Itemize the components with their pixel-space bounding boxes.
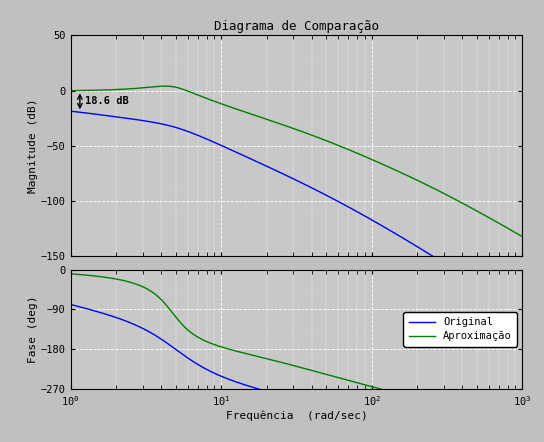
Text: 18.6 dB: 18.6 dB [85, 96, 128, 107]
Aproximação [519, 418, 526, 423]
Aproximação [260, 355, 267, 361]
X-axis label: Frequência  (rad/sec): Frequência (rad/sec) [226, 411, 367, 421]
Aproximação [510, 416, 517, 422]
Line: Aproximação: Aproximação [71, 274, 522, 420]
Y-axis label: Magnitude (dB): Magnitude (dB) [28, 99, 38, 193]
Original [119, 317, 126, 322]
Aproximação [146, 287, 152, 293]
Original [146, 329, 152, 334]
Original [240, 382, 247, 387]
Original [67, 302, 74, 307]
Legend: Original, Aproximação: Original, Aproximação [404, 312, 517, 347]
Aproximação [240, 351, 247, 356]
Line: Original: Original [71, 305, 522, 442]
Aproximação [119, 278, 126, 283]
Original [260, 388, 267, 393]
Aproximação [461, 408, 468, 413]
Aproximação [67, 271, 74, 277]
Y-axis label: Fase (deg): Fase (deg) [28, 296, 38, 363]
Title: Diagrama de Comparação: Diagrama de Comparação [214, 20, 379, 33]
